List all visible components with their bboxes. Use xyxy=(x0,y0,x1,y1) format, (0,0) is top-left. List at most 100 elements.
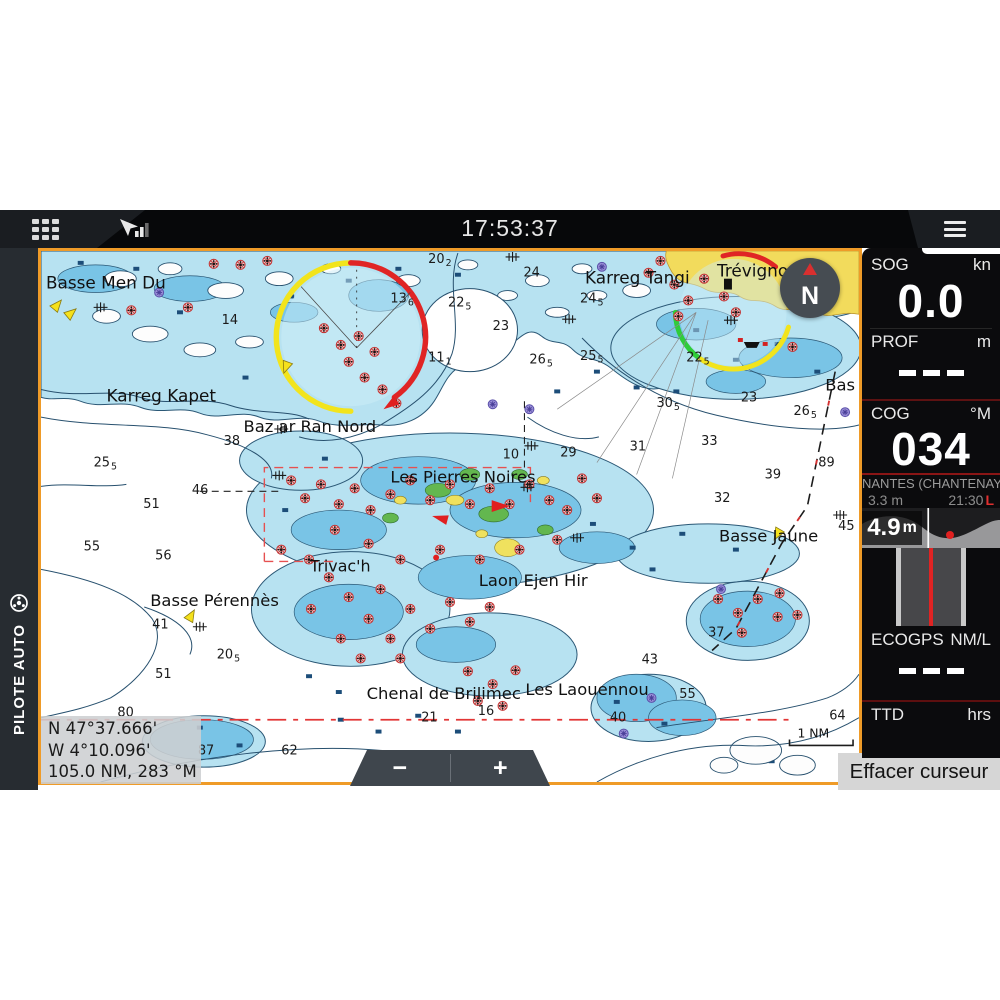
eco-label: ECOGPS xyxy=(871,630,944,649)
svg-text:Trévignon: Trévignon xyxy=(716,261,799,281)
prof-label: PROF xyxy=(871,332,919,351)
svg-text:62: 62 xyxy=(281,743,297,758)
svg-text:45: 45 xyxy=(838,519,854,534)
svg-text:23: 23 xyxy=(493,319,509,334)
svg-text:43: 43 xyxy=(642,652,658,667)
light-sector-rings xyxy=(273,251,791,414)
clock-display: 17:53:37 xyxy=(461,215,559,241)
submerged-rocks xyxy=(77,260,821,764)
svg-text:Basse Pérennès: Basse Pérennès xyxy=(150,591,279,610)
svg-text:23: 23 xyxy=(741,390,757,405)
zoom-out-button[interactable]: − xyxy=(392,753,408,782)
ttd-label: TTD xyxy=(871,705,905,724)
helm-icon xyxy=(8,592,30,619)
svg-text:37: 37 xyxy=(708,626,724,641)
route-line[interactable] xyxy=(711,371,837,652)
svg-text:87: 87 xyxy=(198,743,214,758)
svg-text:24: 24 xyxy=(523,266,539,281)
svg-text:29: 29 xyxy=(560,446,576,461)
eco-cell-header[interactable]: ECOGPS NM/L xyxy=(862,629,1000,651)
sog-label: SOG xyxy=(871,255,909,274)
divider-red xyxy=(862,399,1000,401)
prof-value-no-data[interactable] xyxy=(862,353,1000,393)
tide-height: 4.9 xyxy=(867,514,901,541)
divider-red xyxy=(862,473,1000,475)
tide-height-unit: m xyxy=(902,519,917,536)
zoom-controls: − + xyxy=(350,750,550,786)
svg-text:31: 31 xyxy=(630,440,646,455)
svg-text:64: 64 xyxy=(829,709,845,724)
svg-text:Karreg Kapet: Karreg Kapet xyxy=(107,385,217,405)
svg-text:41: 41 xyxy=(152,618,168,633)
svg-text:1 NM: 1 NM xyxy=(797,727,829,741)
svg-text:305: 305 xyxy=(656,396,679,413)
svg-text:39: 39 xyxy=(765,467,781,482)
svg-text:55: 55 xyxy=(679,687,695,702)
zoom-in-button[interactable]: + xyxy=(492,753,508,782)
svg-text:205: 205 xyxy=(217,647,240,664)
cog-cell-header[interactable]: COG °M xyxy=(862,403,1000,425)
cog-value[interactable]: 034 xyxy=(891,423,971,475)
svg-text:265: 265 xyxy=(793,404,816,421)
drying-islets-green xyxy=(382,468,554,536)
cog-label: COG xyxy=(871,404,910,423)
sog-cell-header[interactable]: SOG kn xyxy=(862,248,1000,276)
prof-cell-header[interactable]: PROF m xyxy=(862,331,1000,353)
gauge-needle xyxy=(929,548,933,626)
sog-value[interactable]: 0.0 xyxy=(897,275,965,327)
prof-unit: m xyxy=(976,332,991,351)
cursor-signal-icon xyxy=(118,218,150,245)
svg-text:Chenal de Brilimec: Chenal de Brilimec xyxy=(367,684,521,703)
eco-unit: NM/L xyxy=(950,630,991,649)
svg-text:Trivac'h: Trivac'h xyxy=(309,556,371,575)
divider-red xyxy=(862,700,1000,702)
svg-text:Les Laouennou: Les Laouennou xyxy=(525,680,648,699)
cursor-range-bearing: 105.0 NM, 283 °M xyxy=(48,762,197,781)
tide-low-flag: L xyxy=(985,491,994,508)
svg-text:55: 55 xyxy=(84,540,100,555)
pilote-auto-label: PILOTE AUTO xyxy=(10,624,28,736)
svg-text:Basse Jaune: Basse Jaune xyxy=(719,527,818,546)
svg-text:56: 56 xyxy=(155,549,171,564)
svg-text:265: 265 xyxy=(529,353,552,370)
menu-hamburger-icon[interactable] xyxy=(944,221,966,241)
clear-cursor-button[interactable]: Effacer curseur xyxy=(838,753,1000,790)
place-names: Basse Men Du Karreg Tangi Trévignon Karreg … xyxy=(46,261,855,741)
ttd-cell-header[interactable]: TTD hrs xyxy=(862,704,1000,726)
compass-label: N xyxy=(800,282,820,310)
sog-unit: kn xyxy=(973,255,991,274)
tide-time: 21:30 xyxy=(948,491,984,508)
chart-panel[interactable]: 202 24 225 136 23 111 265 245 255 225 14 38 255 46 51 5… xyxy=(38,248,862,785)
apps-grid-icon[interactable] xyxy=(32,219,59,240)
bearing-lines xyxy=(199,266,709,492)
svg-text:Basse Men Du: Basse Men Du xyxy=(46,273,166,293)
svg-text:Baz ar Ran Nord: Baz ar Ran Nord xyxy=(244,417,377,436)
gauge-right-bar xyxy=(961,548,966,626)
harbour-marks xyxy=(723,278,768,348)
svg-text:10: 10 xyxy=(503,448,519,463)
svg-text:89: 89 xyxy=(818,456,834,471)
scale-bar xyxy=(788,739,854,747)
svg-text:46: 46 xyxy=(192,483,208,498)
tide-station-name[interactable]: NANTES (CHANTENAY) xyxy=(862,476,1000,491)
tide-graph[interactable]: 4.9 m xyxy=(862,508,1000,548)
tide-height-box: 4.9 m xyxy=(862,511,922,545)
svg-text:21: 21 xyxy=(421,711,437,726)
eco-value-no-data[interactable] xyxy=(862,651,1000,691)
compass-north-indicator[interactable]: N xyxy=(780,258,840,318)
ecogps-gauge[interactable] xyxy=(896,548,966,626)
svg-text:Bas: Bas xyxy=(825,375,855,394)
north-arrow-icon xyxy=(803,263,817,275)
svg-text:255: 255 xyxy=(94,456,117,473)
svg-text:Laon Ejen Hir: Laon Ejen Hir xyxy=(479,571,588,590)
top-bar-center: 17:53:37 xyxy=(97,210,918,248)
svg-text:32: 32 xyxy=(714,491,730,506)
gauge-left-bar xyxy=(896,548,901,626)
current-arrows xyxy=(383,396,510,561)
pilote-auto-tab[interactable]: PILOTE AUTO xyxy=(0,248,38,790)
tide-info-row: 3.3 m 21:30 L xyxy=(862,491,1000,508)
cursor-position-box: N 47°37.666' W 4°10.096' 105.0 NM, 283 °… xyxy=(41,716,201,784)
